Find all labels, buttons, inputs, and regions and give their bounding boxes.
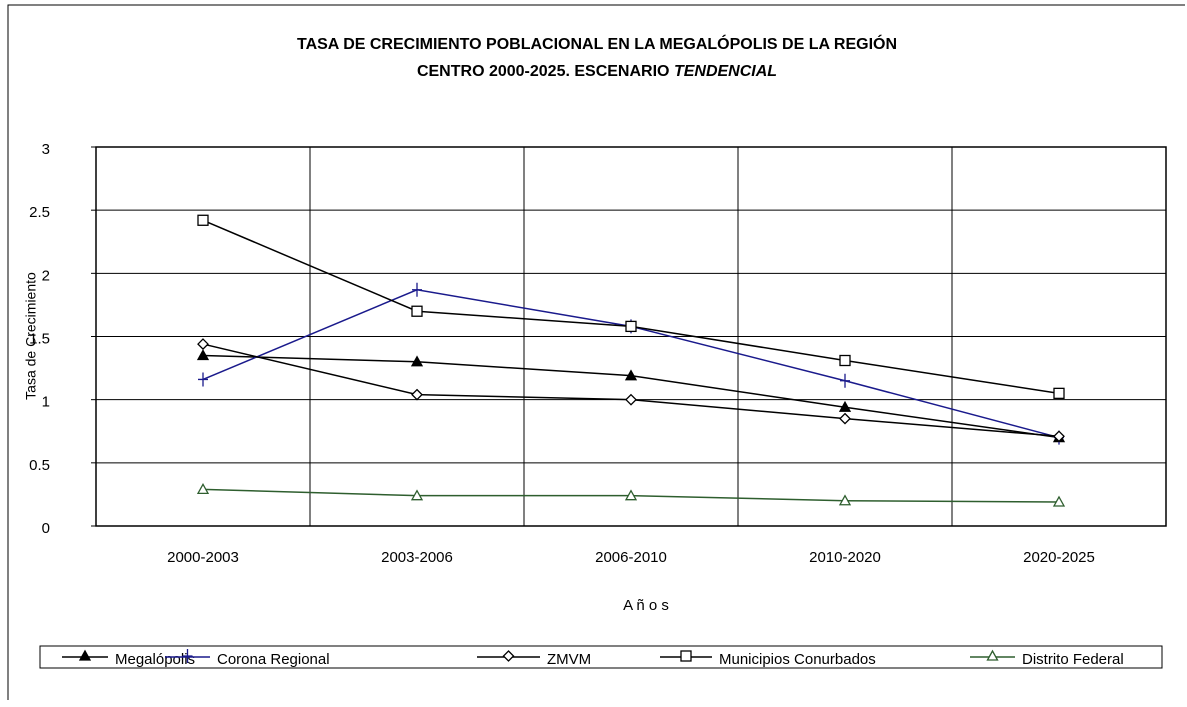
marker <box>410 489 424 501</box>
series-line <box>202 288 1060 439</box>
marker <box>680 650 692 662</box>
marker <box>838 400 852 412</box>
legend-label: Municipios Conurbados <box>719 651 876 668</box>
x-axis-label: A ñ o s <box>623 597 669 614</box>
marker <box>1052 495 1066 507</box>
marker <box>625 393 637 406</box>
marker <box>411 388 423 401</box>
chart-title: TASA DE CRECIMIENTO POBLACIONAL EN LA ME… <box>297 34 897 53</box>
marker <box>986 649 999 661</box>
y-tick-label: 0 <box>42 520 50 537</box>
marker <box>840 373 850 388</box>
y-tick-label: 1 <box>42 394 50 411</box>
plot-border <box>95 146 1167 527</box>
y-axis-label: Tasa de Crecimiento <box>23 272 39 400</box>
series-line <box>202 343 1060 438</box>
marker <box>196 349 210 361</box>
marker <box>412 282 422 297</box>
legend-label: ZMVM <box>547 651 591 668</box>
marker <box>838 494 852 506</box>
y-tick-label: 2 <box>42 267 50 284</box>
x-tick-label: 2010-2020 <box>809 549 881 566</box>
marker <box>410 355 424 367</box>
frame <box>7 4 1185 700</box>
marker <box>624 489 638 501</box>
x-tick-label: 2003-2006 <box>381 549 453 566</box>
marker <box>1053 387 1065 400</box>
marker <box>196 483 210 495</box>
x-tick-label: 2006-2010 <box>595 549 667 566</box>
marker <box>411 305 423 317</box>
marker <box>624 369 638 381</box>
chart-title: CENTRO 2000-2025. ESCENARIO TENDENCIAL <box>417 63 777 80</box>
y-tick-label: 3 <box>42 141 50 158</box>
y-tick-label: 1.5 <box>29 330 50 347</box>
y-tick-label: 0.5 <box>29 457 50 474</box>
chart-title: CENTRO 2000-2025. ESCENARIO <box>417 63 670 80</box>
series-line <box>202 219 1060 395</box>
marker <box>197 338 209 350</box>
marker <box>1053 430 1065 443</box>
legend-label: Corona Regional <box>217 651 330 668</box>
y-tick-label: 2.5 <box>29 204 50 221</box>
marker <box>198 372 208 387</box>
legend <box>39 645 1163 669</box>
legend-label: Distrito Federal <box>1022 651 1124 668</box>
marker <box>502 650 515 662</box>
marker <box>839 412 851 425</box>
marker <box>625 320 637 333</box>
x-tick-label: 2020-2025 <box>1023 549 1095 566</box>
marker <box>78 649 92 661</box>
marker <box>182 649 193 663</box>
marker <box>197 214 209 226</box>
chart-title-emphasis: TENDENCIAL <box>674 63 777 80</box>
marker <box>839 354 851 367</box>
x-tick-label: 2000-2003 <box>167 549 239 566</box>
legend-label: Megalópolis <box>115 651 195 668</box>
